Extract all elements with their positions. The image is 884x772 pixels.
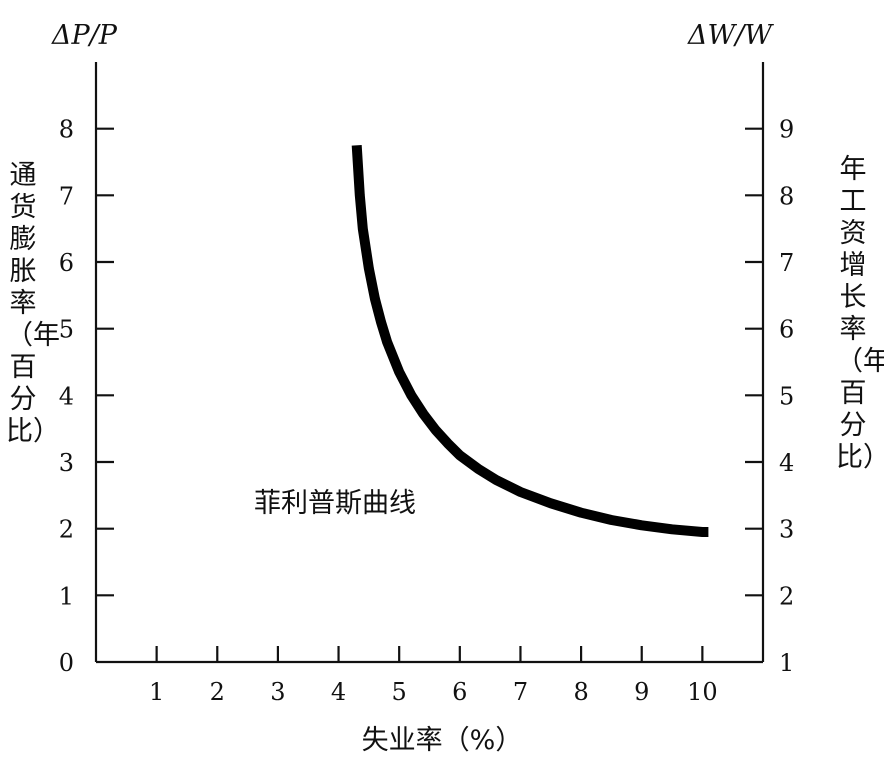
left-y-tick-label: 4 (59, 382, 74, 410)
x-tick-label: 10 (687, 678, 718, 706)
phillips-curve-line (351, 144, 709, 537)
right-y-tick-label: 1 (779, 649, 794, 677)
x-tick-label: 1 (149, 678, 164, 706)
left-y-tick-label: 5 (59, 316, 74, 344)
x-tick-label: 5 (392, 678, 407, 706)
right-y-tick-label: 2 (779, 582, 794, 610)
x-tick-label: 2 (210, 678, 225, 706)
left-axis-title: ΔP/P (51, 20, 118, 51)
curve-annotation: 菲利普斯曲线 (254, 488, 416, 519)
right-axis-title: ΔW/W (687, 20, 774, 51)
x-tick-label: 6 (452, 678, 467, 706)
right-y-tick-label: 7 (779, 249, 794, 277)
left-y-tick-label: 8 (59, 116, 74, 144)
x-tick-label: 7 (513, 678, 528, 706)
right-y-tick-label: 8 (779, 182, 794, 210)
right-y-tick-label: 3 (779, 516, 794, 544)
curve-layer (351, 144, 709, 537)
left-y-tick-label: 7 (59, 182, 74, 210)
right-y-axis-label: 年工资增长率（年百分比） (836, 154, 884, 473)
left-y-tick-label: 6 (59, 249, 74, 277)
right-y-tick-label: 5 (779, 382, 794, 410)
axes (94, 62, 765, 664)
ticks: 1 2 3 4 5 6 7 8 9 10 0 1 2 3 4 5 6 7 8 1 2 3 4 5 6 7 8 9 (59, 116, 795, 706)
x-tick-label: 4 (331, 678, 346, 706)
x-tick-label: 8 (573, 678, 588, 706)
right-y-tick-label: 4 (779, 449, 794, 477)
x-tick-label: 9 (634, 678, 649, 706)
x-axis-label: 失业率（%） (361, 725, 523, 756)
right-y-tick-label: 9 (779, 116, 794, 144)
left-y-tick-label: 2 (59, 516, 74, 544)
x-tick-label: 3 (270, 678, 285, 706)
left-y-tick-label: 0 (59, 649, 74, 677)
left-y-axis-label: 通货膨胀率（年百分比） (6, 160, 60, 447)
right-y-tick-label: 6 (779, 316, 794, 344)
left-y-tick-label: 3 (59, 449, 74, 477)
left-y-tick-label: 1 (59, 582, 74, 610)
